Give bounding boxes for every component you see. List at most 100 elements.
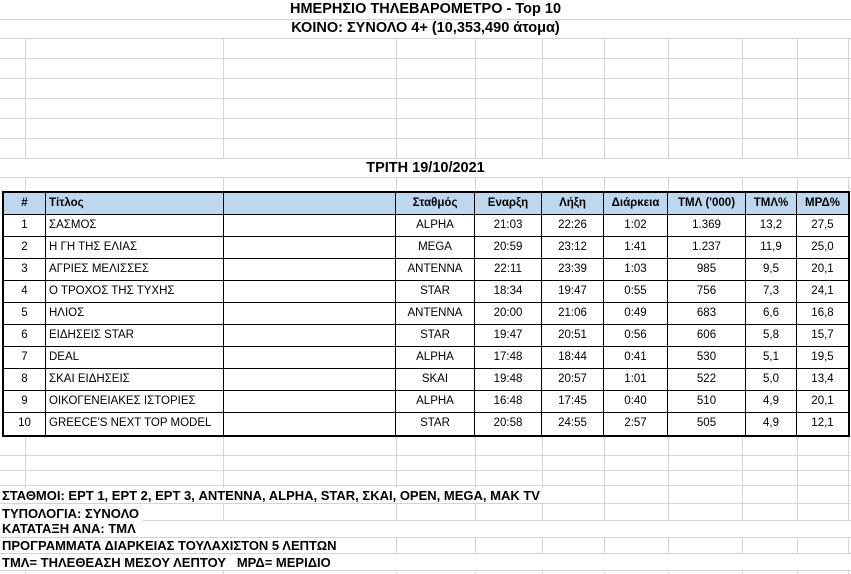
end-cell: 17:45 bbox=[542, 391, 604, 413]
footer-line-duration-note: ΠΡΟΓΡΑΜΜΑΤΑ ΔΙΑΡΚΕΙΑΣ ΤΟΥΛΑΧΙΣΤΟΝ 5 ΛΕΠΤ… bbox=[0, 538, 341, 553]
gridline-vertical bbox=[668, 177, 669, 191]
gridline-horizontal bbox=[0, 520, 851, 521]
gridline-vertical bbox=[223, 177, 224, 191]
spacer-cell bbox=[224, 369, 396, 391]
end-cell: 18:44 bbox=[542, 347, 604, 369]
report-date-row: ΤΡΙΤΗ 19/10/2021 bbox=[0, 159, 851, 177]
spacer-cell bbox=[224, 215, 396, 237]
spacer-cell bbox=[224, 347, 396, 369]
end-cell: 19:47 bbox=[542, 281, 604, 303]
end-cell: 22:26 bbox=[542, 215, 604, 237]
gridline-vertical bbox=[542, 437, 543, 520]
gridline-vertical bbox=[542, 537, 543, 553]
spacer-cell bbox=[224, 281, 396, 303]
ratings-table: # Τίτλος Σταθμός Εναρξη Λήξη Διάρκεια ΤΜ… bbox=[2, 191, 850, 437]
rank-cell: 7 bbox=[4, 347, 46, 369]
channel-cell: MEGA bbox=[396, 237, 475, 259]
tml-pct-cell: 7,3 bbox=[746, 281, 797, 303]
end-cell: 23:12 bbox=[542, 237, 604, 259]
gridline-horizontal bbox=[0, 38, 851, 39]
gridline-vertical bbox=[396, 38, 397, 158]
mrd-pct-cell: 20,1 bbox=[797, 391, 848, 413]
start-cell: 19:47 bbox=[475, 325, 542, 347]
spacer-cell bbox=[224, 391, 396, 413]
duration-cell: 0:41 bbox=[604, 347, 668, 369]
table-row: 7 DEAL ALPHA 17:48 18:44 0:41 530 5,1 19,5 bbox=[4, 347, 848, 369]
tml-pct-cell: 5,1 bbox=[746, 347, 797, 369]
duration-cell: 1:01 bbox=[604, 369, 668, 391]
end-cell: 21:06 bbox=[542, 303, 604, 325]
gridline-horizontal bbox=[0, 78, 851, 79]
title-cell: ΣΚΑΙ ΕΙΔΗΣΕΙΣ bbox=[46, 369, 224, 391]
report-audience-subtitle: ΚΟΙΝΟ: ΣΥΝΟΛΟ 4+ (10,353,490 άτομα) bbox=[286, 20, 565, 36]
mrd-pct-cell: 15,7 bbox=[797, 325, 848, 347]
footer-line-ranking: ΚΑΤΑΤΑΞΗ ΑΝΑ: ΤΜΛ bbox=[0, 521, 140, 536]
gridline-vertical bbox=[25, 570, 26, 574]
gridline-vertical bbox=[848, 38, 849, 158]
duration-cell: 1:02 bbox=[604, 215, 668, 237]
gridline-horizontal bbox=[0, 158, 851, 159]
start-cell: 16:48 bbox=[475, 391, 542, 413]
start-cell: 22:11 bbox=[475, 259, 542, 281]
footer-line-typology: ΤΥΠΟΛΟΓΙΑ: ΣΥΝΟΛΟ bbox=[0, 506, 144, 521]
gridline-vertical bbox=[604, 437, 605, 520]
spacer-cell bbox=[224, 303, 396, 325]
gridline-vertical bbox=[542, 177, 543, 191]
tml-cell: 1.237 bbox=[668, 237, 746, 259]
start-cell: 20:00 bbox=[475, 303, 542, 325]
channel-cell: ANTENNA bbox=[396, 259, 475, 281]
start-cell: 17:48 bbox=[475, 347, 542, 369]
start-cell: 18:34 bbox=[475, 281, 542, 303]
rank-cell: 1 bbox=[4, 215, 46, 237]
end-cell: 23:39 bbox=[542, 259, 604, 281]
rank-cell: 2 bbox=[4, 237, 46, 259]
mrd-pct-cell: 16,8 bbox=[797, 303, 848, 325]
gridline-vertical bbox=[668, 38, 669, 158]
footer-line-stations: ΣΤΑΘΜΟΙ: ΕΡΤ 1, ΕΡΤ 2, ΕΡΤ 3, ANTENNA, A… bbox=[0, 488, 544, 503]
channel-cell: ANTENNA bbox=[396, 303, 475, 325]
mrd-pct-cell: 13,4 bbox=[797, 369, 848, 391]
col-header-end: Λήξη bbox=[542, 193, 604, 215]
table-row: 3 ΑΓΡΙΕΣ ΜΕΛΙΣΣΕΣ ANTENNA 22:11 23:39 1:03 985… bbox=[4, 259, 848, 281]
gridline-vertical bbox=[542, 38, 543, 158]
gridline-horizontal bbox=[0, 455, 851, 456]
tml-cell: 606 bbox=[668, 325, 746, 347]
gridline-vertical bbox=[604, 177, 605, 191]
gridline-vertical bbox=[848, 177, 849, 191]
gridline-vertical bbox=[475, 437, 476, 520]
gridline-vertical bbox=[797, 177, 798, 191]
gridline-vertical bbox=[848, 537, 849, 553]
gridline-vertical bbox=[848, 570, 849, 574]
gridline-vertical bbox=[742, 437, 743, 520]
mrd-pct-cell: 20,1 bbox=[797, 259, 848, 281]
gridline-vertical bbox=[396, 177, 397, 191]
start-cell: 20:59 bbox=[475, 237, 542, 259]
rank-cell: 8 bbox=[4, 369, 46, 391]
rank-cell: 6 bbox=[4, 325, 46, 347]
gridline-vertical bbox=[742, 38, 743, 158]
title-cell: DEAL bbox=[46, 347, 224, 369]
tml-cell: 530 bbox=[668, 347, 746, 369]
rank-cell: 10 bbox=[4, 413, 46, 435]
tml-cell: 1.369 bbox=[668, 215, 746, 237]
duration-cell: 0:56 bbox=[604, 325, 668, 347]
gridline-vertical bbox=[797, 537, 798, 553]
duration-cell: 1:03 bbox=[604, 259, 668, 281]
gridline-vertical bbox=[542, 570, 543, 574]
table-row: 5 ΗΛΙΟΣ ANTENNA 20:00 21:06 0:49 683 6,6 16,8 bbox=[4, 303, 848, 325]
gridline-vertical bbox=[223, 38, 224, 158]
tml-cell: 510 bbox=[668, 391, 746, 413]
col-header-start: Εναρξη bbox=[475, 193, 542, 215]
gridline-vertical bbox=[475, 38, 476, 158]
spacer-cell bbox=[224, 325, 396, 347]
table-row: 9 ΟΙΚΟΓΕΝΕΙΑΚΕΣ ΙΣΤΟΡΙΕΣ ALPHA 16:48 17:45 0:… bbox=[4, 391, 848, 413]
end-cell: 20:51 bbox=[542, 325, 604, 347]
title-cell: Η ΓΗ ΤΗΣ ΕΛΙΑΣ bbox=[46, 237, 224, 259]
gridline-horizontal bbox=[0, 138, 851, 139]
gridline-vertical bbox=[25, 38, 26, 158]
gridline-vertical bbox=[742, 177, 743, 191]
footer-line-abbreviations: ΤΜΛ= ΤΗΛΕΘΕΑΣΗ ΜΕΣΟΥ ΛΕΠΤΟΥ ΜΡΔ= ΜΕΡΙΔΙΟ bbox=[0, 555, 335, 570]
channel-cell: ALPHA bbox=[396, 215, 475, 237]
